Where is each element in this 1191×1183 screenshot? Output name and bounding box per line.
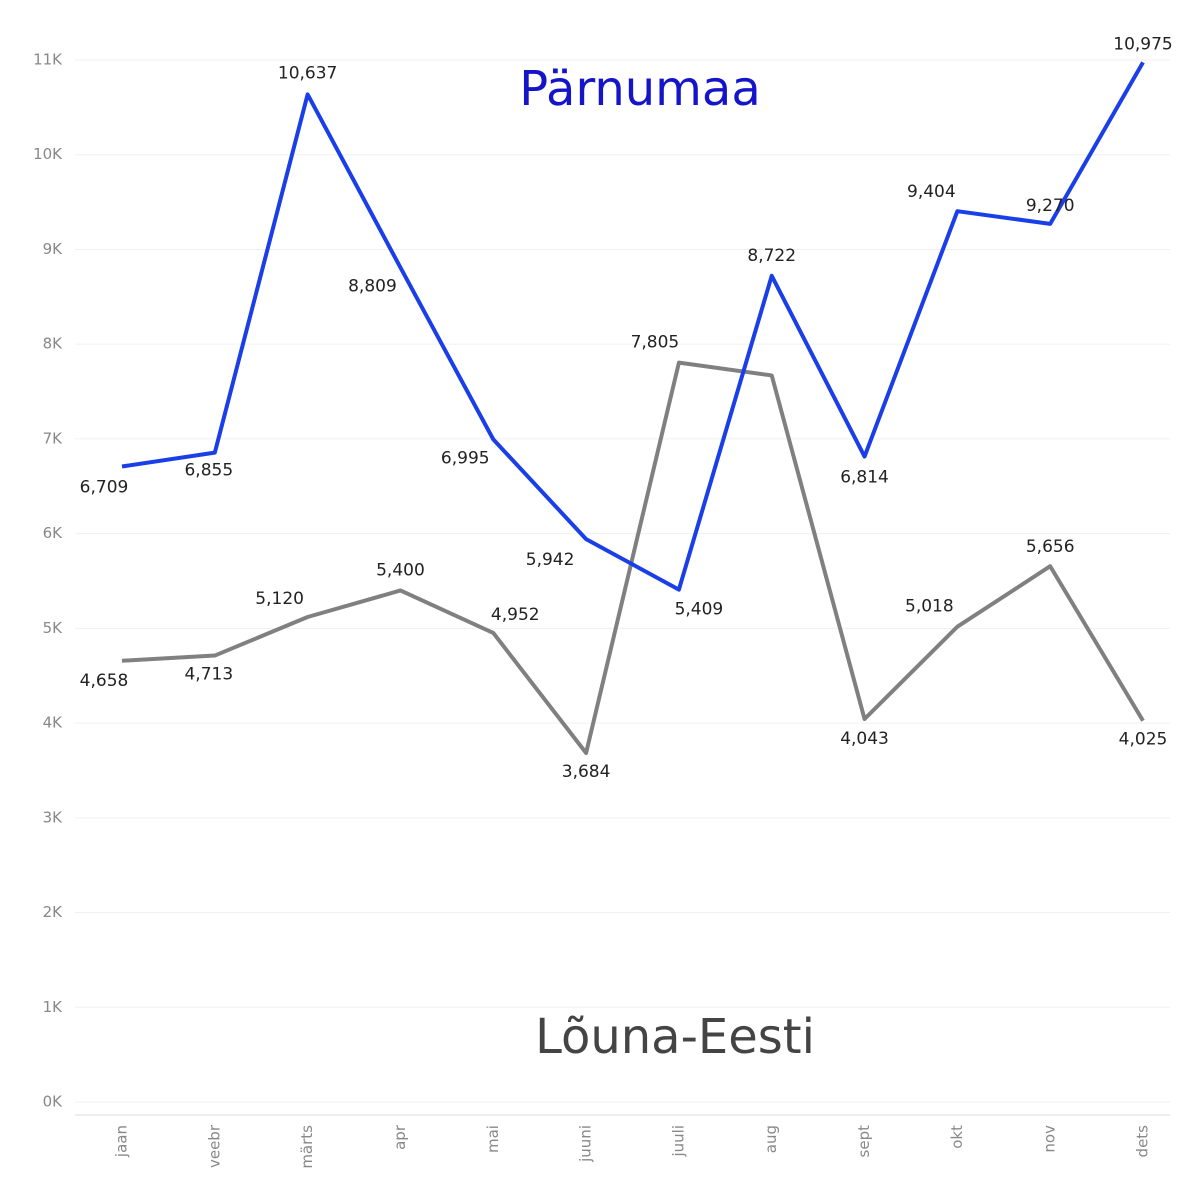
data-label: 5,400 bbox=[376, 560, 425, 580]
data-label: 5,409 bbox=[675, 600, 724, 620]
data-label: 9,404 bbox=[907, 182, 956, 202]
x-tick-label: jaan bbox=[113, 1125, 131, 1158]
data-label: 7,805 bbox=[631, 333, 680, 353]
y-tick-label: 3K bbox=[43, 808, 64, 826]
series-title: Lõuna-Eesti bbox=[535, 1009, 815, 1065]
data-label: 5,942 bbox=[526, 550, 575, 570]
y-tick-label: 7K bbox=[43, 429, 64, 447]
x-tick-label: sept bbox=[855, 1125, 873, 1158]
y-tick-label: 1K bbox=[43, 998, 64, 1016]
data-label: 5,656 bbox=[1026, 537, 1075, 557]
y-tick-label: 2K bbox=[43, 903, 64, 921]
series-title: Pärnumaa bbox=[519, 61, 761, 117]
x-tick-label: nov bbox=[1041, 1125, 1059, 1153]
data-label: 6,855 bbox=[184, 461, 233, 481]
y-tick-label: 8K bbox=[43, 335, 64, 353]
data-label: 6,709 bbox=[80, 477, 129, 497]
series-line bbox=[121, 360, 1145, 756]
data-label: 3,684 bbox=[562, 762, 611, 782]
data-label: 5,018 bbox=[905, 597, 954, 617]
data-label: 4,658 bbox=[80, 671, 129, 691]
series-line bbox=[121, 61, 1145, 592]
x-tick-label: veebr bbox=[205, 1124, 223, 1168]
y-tick-label: 11K bbox=[33, 51, 63, 69]
data-label: 10,975 bbox=[1113, 34, 1172, 54]
data-label: 4,043 bbox=[840, 729, 889, 749]
data-label: 8,722 bbox=[747, 246, 796, 266]
data-label: 6,995 bbox=[441, 448, 490, 468]
data-label: 6,814 bbox=[840, 468, 889, 488]
x-tick-label: märts bbox=[298, 1125, 316, 1169]
x-tick-label: juuli bbox=[669, 1125, 687, 1158]
y-tick-label: 4K bbox=[43, 714, 64, 732]
data-label: 5,120 bbox=[255, 589, 304, 609]
data-label: 9,270 bbox=[1026, 196, 1075, 216]
x-tick-label: okt bbox=[948, 1125, 966, 1149]
data-label: 4,713 bbox=[184, 665, 233, 685]
x-tick-label: dets bbox=[1134, 1125, 1152, 1158]
x-tick-label: juuni bbox=[577, 1125, 595, 1163]
data-label: 4,025 bbox=[1119, 730, 1168, 750]
x-tick-label: mai bbox=[484, 1125, 502, 1153]
x-tick-label: aug bbox=[762, 1125, 780, 1153]
data-label: 10,637 bbox=[278, 63, 337, 83]
grid bbox=[75, 59, 1170, 1103]
y-tick-label: 0K bbox=[43, 1093, 64, 1111]
y-tick-label: 6K bbox=[43, 524, 64, 542]
data-label: 4,952 bbox=[491, 605, 540, 625]
y-tick-label: 10K bbox=[33, 145, 63, 163]
data-label: 8,809 bbox=[348, 277, 397, 297]
x-tick-label: apr bbox=[391, 1124, 409, 1150]
y-tick-label: 5K bbox=[43, 619, 64, 637]
y-tick-label: 9K bbox=[43, 240, 64, 258]
